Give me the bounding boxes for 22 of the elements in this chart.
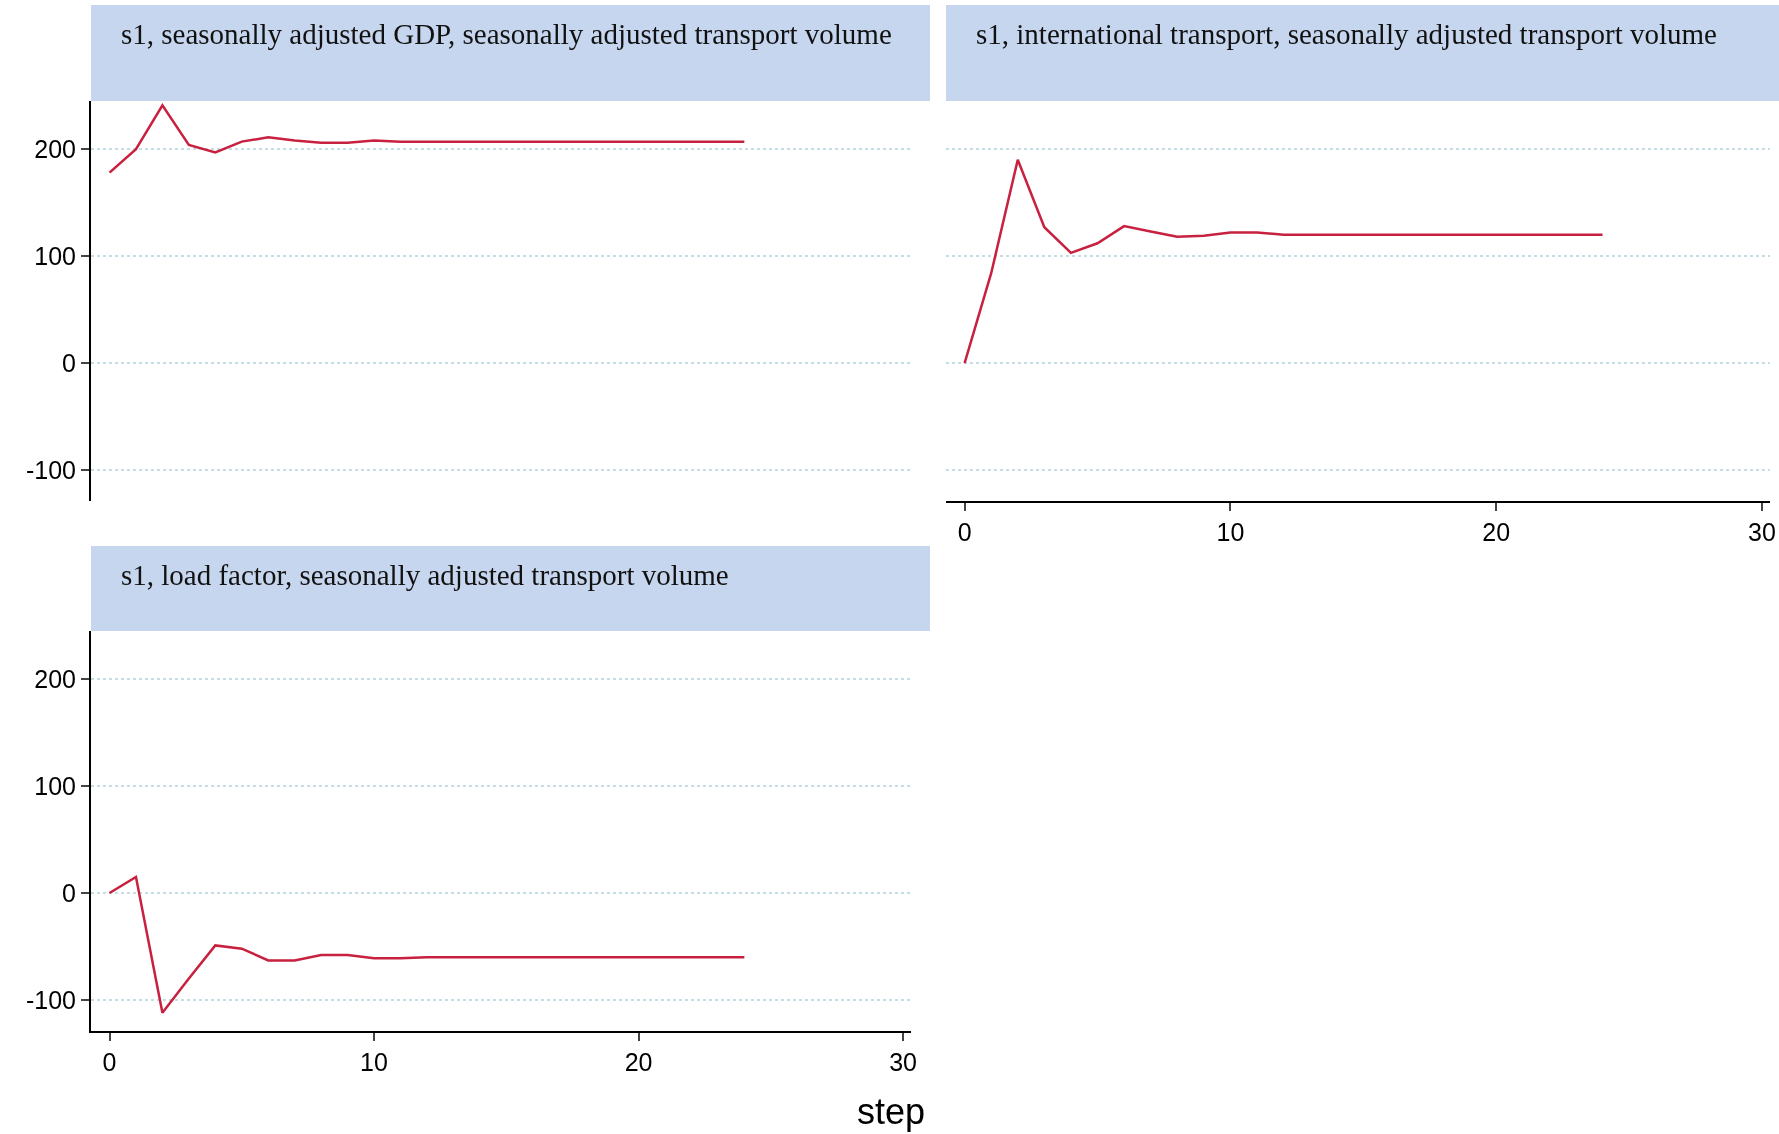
x-tick-label: 20 bbox=[624, 1048, 653, 1076]
chart-title: s1, international transport, seasonally adjusted transport volume bbox=[946, 5, 1779, 101]
chart-title: s1, load factor, seasonally adjusted transport volume bbox=[91, 546, 930, 631]
x-tick-label: 20 bbox=[1482, 518, 1511, 546]
y-tick-label: 0 bbox=[62, 878, 76, 907]
x-tick-label: 0 bbox=[102, 1048, 117, 1076]
x-tick-label: 10 bbox=[360, 1048, 388, 1076]
y-tick-label: -100 bbox=[25, 455, 76, 484]
x-tick-label: 0 bbox=[957, 518, 972, 546]
x-axis-title: step bbox=[857, 1091, 926, 1132]
x-tick-label: 30 bbox=[889, 1048, 917, 1076]
y-tick-label: 200 bbox=[34, 664, 76, 693]
y-tick-label: -100 bbox=[25, 985, 76, 1014]
y-tick-label: 100 bbox=[34, 771, 76, 800]
line-series bbox=[108, 875, 746, 1015]
y-tick-label: 200 bbox=[34, 134, 76, 163]
line-series bbox=[108, 104, 746, 174]
chart-title: s1, seasonally adjusted GDP, seasonally adjusted transport volume bbox=[91, 5, 930, 101]
x-tick-label: 10 bbox=[1216, 518, 1245, 546]
y-tick-label: 0 bbox=[62, 348, 76, 377]
y-tick-label: 100 bbox=[34, 241, 76, 270]
x-tick-label: 30 bbox=[1748, 518, 1776, 546]
